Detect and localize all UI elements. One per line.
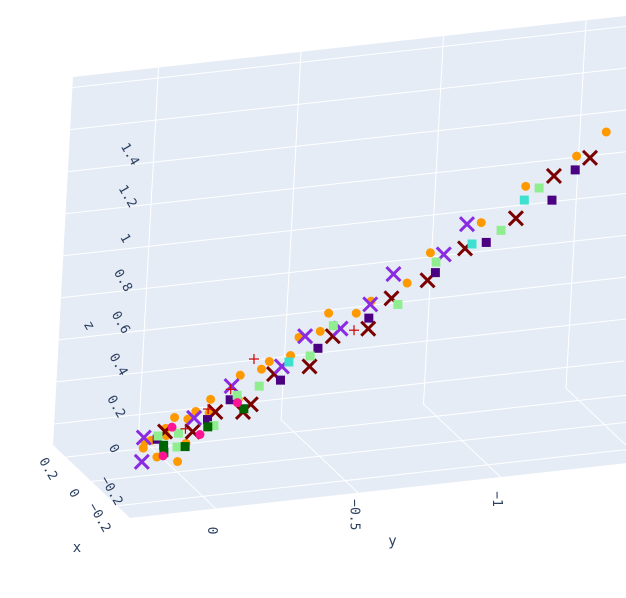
data-point <box>180 442 190 452</box>
data-point <box>521 181 531 191</box>
data-point <box>203 404 214 415</box>
grid-line-y <box>138 67 159 436</box>
data-point <box>153 431 163 441</box>
data-markers <box>133 127 611 470</box>
data-point <box>458 216 476 233</box>
data-point <box>481 237 491 247</box>
grid-line-y <box>280 51 302 420</box>
y-tick-label: −0.5 <box>347 499 362 530</box>
data-point <box>519 195 529 205</box>
data-point <box>313 343 323 353</box>
wall-zy <box>53 15 626 445</box>
grid-line-x <box>117 449 626 507</box>
data-point <box>235 370 245 380</box>
data-point <box>206 394 216 404</box>
wall-floor <box>53 382 626 518</box>
data-point <box>362 296 379 313</box>
grid-line-z <box>70 67 626 131</box>
data-point <box>328 321 338 331</box>
data-point <box>349 325 360 336</box>
grid-line-z <box>58 276 626 341</box>
grid-line-z <box>72 25 626 89</box>
data-point <box>167 422 177 432</box>
x-axis-title: x <box>73 540 81 556</box>
data-point <box>351 308 361 318</box>
grid-line-z <box>56 318 626 383</box>
data-point <box>507 210 524 227</box>
data-point <box>385 266 402 283</box>
data-point <box>173 457 183 467</box>
data-point <box>135 429 152 446</box>
data-point <box>601 127 611 137</box>
data-point <box>496 225 506 235</box>
data-point <box>570 165 580 175</box>
data-point <box>264 357 274 367</box>
data-point <box>476 218 486 228</box>
data-point <box>425 248 435 258</box>
grid-line-y <box>565 20 587 389</box>
data-point <box>364 313 374 323</box>
data-point <box>180 423 191 434</box>
data-point <box>467 239 477 249</box>
data-point <box>545 167 563 184</box>
data-point <box>581 149 599 166</box>
data-point <box>209 421 219 431</box>
grid-line-y <box>423 36 444 405</box>
data-point <box>138 443 148 453</box>
data-point <box>572 151 582 161</box>
data-point <box>173 428 183 438</box>
data-point <box>133 453 150 470</box>
data-point <box>223 378 240 395</box>
data-point <box>301 358 318 375</box>
data-point <box>203 415 213 425</box>
data-point <box>225 395 235 405</box>
axis-walls <box>53 15 626 518</box>
data-point <box>547 195 557 205</box>
y-tick-label: 0 <box>204 527 219 535</box>
x-tick-label: 0 <box>65 486 82 500</box>
data-point <box>232 398 242 408</box>
x-tick-label: −0.2 <box>85 501 114 536</box>
data-point <box>431 257 441 267</box>
y-tick-label: −1 <box>489 491 504 507</box>
y-axis-title: y <box>388 534 396 550</box>
data-point <box>393 299 403 309</box>
data-point <box>172 442 182 452</box>
wall-xz <box>623 326 626 385</box>
data-point <box>254 381 264 391</box>
data-point <box>297 328 314 345</box>
grid-line-z <box>60 234 626 299</box>
data-point <box>275 375 285 385</box>
data-point <box>402 278 412 288</box>
data-point <box>257 364 266 374</box>
data-point <box>324 308 334 318</box>
data-point <box>248 354 259 365</box>
data-point <box>430 268 440 278</box>
data-point <box>158 451 168 461</box>
grid-line-z <box>63 193 626 257</box>
data-point <box>170 412 180 422</box>
data-point <box>195 430 205 440</box>
axis-labels: −0.200.20.40.60.811.21.40−0.5−1−1.5−0.20… <box>35 141 504 556</box>
data-point <box>239 404 249 414</box>
data-point <box>225 384 236 395</box>
data-point <box>159 440 169 450</box>
grid-line-z <box>65 151 626 215</box>
data-point <box>203 422 213 432</box>
grid-line-z <box>54 360 625 425</box>
data-point <box>534 183 544 193</box>
data-point <box>360 320 377 337</box>
data-point <box>284 357 294 367</box>
grid-line-x <box>91 421 626 482</box>
grid-line-z <box>67 109 626 173</box>
data-point <box>232 390 242 400</box>
x-tick-label: 0.2 <box>35 455 60 483</box>
data-point <box>305 351 315 361</box>
data-point <box>315 326 325 336</box>
data-point <box>186 409 203 426</box>
